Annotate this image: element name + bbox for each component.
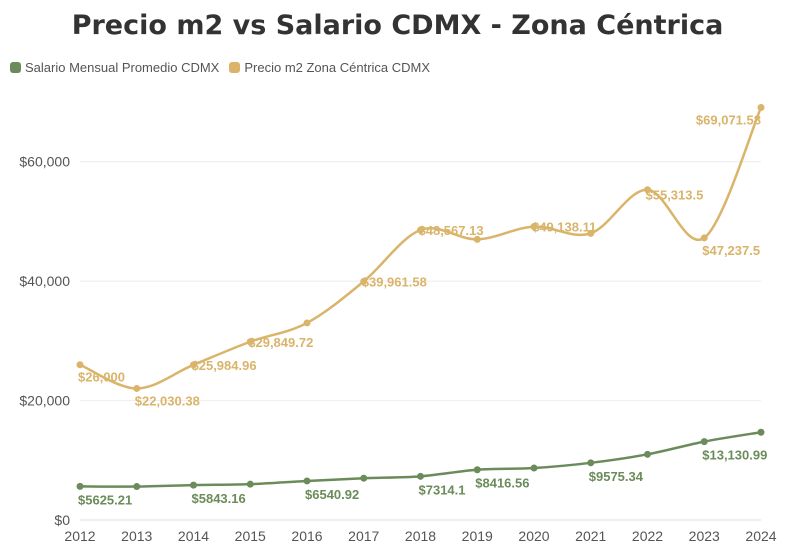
data-point (417, 472, 424, 480)
x-tick-label: 2020 (518, 528, 549, 544)
x-tick-label: 2019 (462, 528, 493, 544)
legend-swatch-precio (229, 62, 241, 73)
data-point (757, 428, 765, 436)
data-label: $49,138.11 (532, 220, 596, 235)
data-point (417, 226, 424, 234)
legend-item-salario[interactable]: Salario Mensual Promedio CDMX (10, 60, 219, 75)
y-tick-label: $60,000 (19, 154, 70, 170)
data-point (190, 361, 197, 369)
x-tick-label: 2017 (348, 528, 379, 544)
data-label: $7314.1 (419, 482, 466, 497)
y-tick-label: $20,000 (19, 393, 70, 409)
x-tick-label: 2021 (575, 528, 606, 544)
data-point (473, 235, 481, 243)
data-label: $9575.34 (589, 469, 644, 484)
legend-label-precio: Precio m2 Zona Céntrica CDMX (244, 60, 431, 75)
data-label: $22,030.38 (135, 393, 200, 408)
x-tick-label: 2013 (121, 528, 152, 544)
data-label: $29,849.72 (248, 335, 313, 350)
data-point (757, 104, 765, 112)
x-tick-label: 2014 (178, 528, 209, 544)
data-label: $69,071.58 (696, 113, 761, 128)
data-point (133, 384, 141, 392)
data-point (530, 464, 538, 472)
x-tick-label: 2023 (689, 528, 720, 544)
chart-title: Precio m2 vs Salario CDMX - Zona Céntric… (71, 10, 724, 41)
data-label: $39,961.58 (362, 274, 427, 289)
y-tick-label: $40,000 (19, 273, 70, 289)
data-point (473, 466, 481, 474)
legend-item-precio[interactable]: Precio m2 Zona Céntrica CDMX (229, 60, 430, 75)
x-tick-label: 2024 (745, 528, 776, 544)
y-tick-label: $0 (54, 512, 70, 528)
legend-label-salario: Salario Mensual Promedio CDMX (25, 60, 220, 75)
data-point (587, 459, 595, 467)
x-tick-label: 2018 (405, 528, 436, 544)
data-point (644, 186, 651, 194)
data-point (133, 483, 141, 491)
series-line-1 (79, 107, 763, 390)
data-label: $6540.92 (305, 487, 359, 502)
legend-swatch-salario (10, 62, 21, 73)
x-tick-label: 2016 (291, 528, 322, 544)
data-point (76, 482, 84, 490)
data-point (700, 234, 708, 242)
data-label: $8416.56 (475, 476, 529, 491)
data-point (360, 474, 368, 482)
data-label: $26,000 (78, 370, 125, 385)
data-point (303, 477, 311, 485)
data-point (700, 438, 708, 446)
legend: Salario Mensual Promedio CDMX Precio m2 … (10, 60, 430, 75)
x-tick-label: 2012 (64, 528, 95, 544)
data-label: $55,313.5 (646, 188, 704, 203)
data-label: $25,984.96 (192, 358, 257, 373)
data-point (360, 277, 368, 285)
x-tick-label: 2022 (632, 528, 663, 544)
data-label: $48,567.13 (419, 223, 484, 238)
data-point (190, 481, 197, 489)
data-point (76, 361, 84, 369)
data-label: $47,237.5 (702, 243, 760, 258)
data-point (246, 480, 254, 488)
data-point (644, 450, 651, 458)
data-label: $5625.21 (78, 492, 132, 507)
data-point (303, 319, 311, 327)
data-label: $13,130.99 (702, 448, 767, 463)
data-point (587, 229, 595, 237)
x-tick-label: 2015 (235, 528, 266, 544)
data-point (530, 223, 538, 231)
data-point (246, 338, 254, 346)
data-label: $5843.16 (192, 491, 246, 506)
